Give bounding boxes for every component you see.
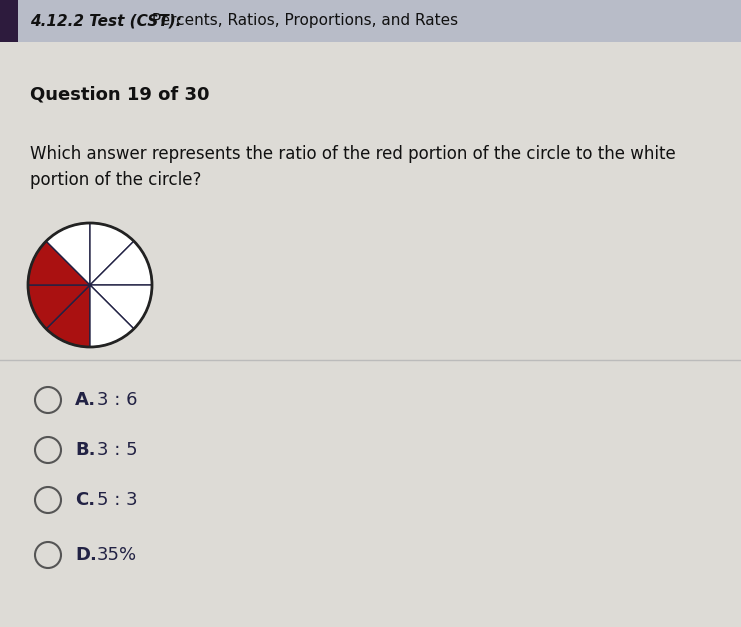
Wedge shape <box>90 223 134 285</box>
Text: 3 : 6: 3 : 6 <box>97 391 138 409</box>
Text: 5 : 3: 5 : 3 <box>97 491 138 509</box>
Text: 35%: 35% <box>97 546 137 564</box>
Text: 3 : 5: 3 : 5 <box>97 441 138 459</box>
Text: C.: C. <box>75 491 95 509</box>
Text: D.: D. <box>75 546 97 564</box>
Text: Question 19 of 30: Question 19 of 30 <box>30 86 210 104</box>
Wedge shape <box>46 285 90 347</box>
Wedge shape <box>90 241 152 285</box>
Wedge shape <box>46 223 90 285</box>
Text: Which answer represents the ratio of the red portion of the circle to the white
: Which answer represents the ratio of the… <box>30 145 676 189</box>
Wedge shape <box>90 285 134 347</box>
Text: 4.12.2 Test (CST):: 4.12.2 Test (CST): <box>30 14 182 28</box>
Bar <box>0 0 741 42</box>
Text: Percents, Ratios, Proportions, and Rates: Percents, Ratios, Proportions, and Rates <box>147 14 458 28</box>
Wedge shape <box>28 285 90 329</box>
Text: B.: B. <box>75 441 96 459</box>
Wedge shape <box>28 241 90 285</box>
Text: A.: A. <box>75 391 96 409</box>
Wedge shape <box>90 285 152 329</box>
Bar <box>0 0 18 42</box>
